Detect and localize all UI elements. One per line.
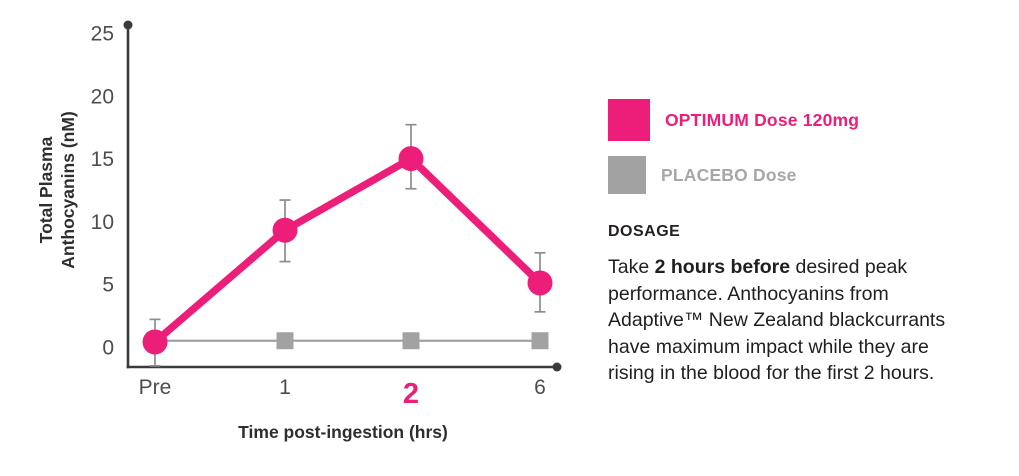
optimum-data-point (142, 329, 168, 355)
dosage-body-suffix: desired peak performance. Anthocyanins f… (608, 256, 946, 384)
placebo-swatch (608, 156, 646, 194)
dosage-heading: DOSAGE (608, 223, 681, 240)
legend-item-placebo: PLACEBO Dose (608, 156, 1010, 194)
optimum-data-point (527, 270, 553, 296)
legend-item-optimum: OPTIMUM Dose 120mg (608, 99, 1010, 141)
y-tick-label: 15 (91, 148, 114, 171)
optimum-data-point (272, 217, 298, 243)
dosage-body: Take 2 hours before desired peak perform… (608, 254, 1010, 387)
anthocyanins-line-chart: 25 20 15 10 5 0 Pre 1 2 6 Total Plasma Anthocyanins… (36, 20, 562, 442)
y-axis-end-dot (123, 20, 133, 30)
legend: OPTIMUM Dose 120mg PLACEBO Dose (608, 99, 1010, 194)
y-tick-label: 20 (91, 85, 114, 108)
placebo-data-point (531, 332, 549, 350)
dosage-body-bold: 2 hours before (654, 256, 791, 278)
placebo-data-point (276, 332, 294, 350)
info-panel: OPTIMUM Dose 120mg PLACEBO Dose DOSAGE T… (608, 99, 1010, 387)
placebo-data-point (402, 332, 420, 350)
y-axis-title-line: Anthocyanins (nM) (58, 111, 78, 269)
y-tick-label: 5 (102, 274, 114, 297)
x-axis-title: Time post-ingestion (hrs) (238, 422, 448, 442)
dosage-body-prefix: Take (608, 256, 655, 278)
placebo-legend-label: PLACEBO Dose (661, 164, 797, 185)
x-tick-label: 6 (534, 376, 546, 399)
x-tick-label: 1 (279, 376, 291, 399)
optimum-swatch (608, 99, 650, 141)
optimum-legend-label: OPTIMUM Dose 120mg (665, 109, 860, 130)
y-tick-label: 25 (91, 23, 114, 46)
y-axis-title-line: Total Plasma (36, 136, 56, 243)
y-tick-label: 10 (91, 211, 114, 234)
y-tick-label: 0 (102, 337, 114, 360)
x-tick-label-highlighted: 2 (403, 378, 419, 410)
x-tick-label: Pre (139, 376, 172, 399)
x-axis-end-dot (552, 362, 562, 372)
optimum-data-point (398, 146, 424, 172)
optimum-line (151, 154, 544, 346)
